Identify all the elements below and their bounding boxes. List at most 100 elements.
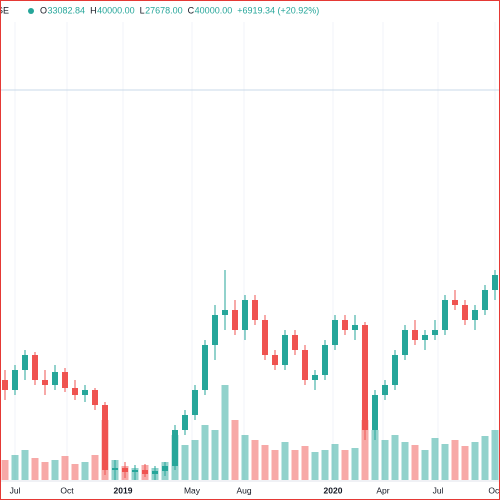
volume-bar — [481, 436, 489, 480]
volume-bar — [241, 435, 249, 480]
candle-body — [92, 390, 98, 405]
candle-body — [112, 468, 118, 470]
candle-body — [432, 330, 438, 335]
x-tick-label: May — [184, 485, 201, 495]
candle-body — [32, 355, 38, 380]
x-tick-label: 2019 — [114, 485, 133, 495]
volume-bar — [21, 450, 29, 480]
candle-body — [192, 390, 198, 415]
candle-body — [442, 300, 448, 330]
volume-bar — [491, 430, 499, 480]
candle-body — [202, 345, 208, 390]
candle-body — [422, 335, 428, 340]
candle-body — [2, 380, 8, 390]
volume-bar — [321, 450, 329, 480]
symbol: SE — [0, 5, 9, 15]
candle-body — [142, 470, 148, 474]
volume-bar — [301, 446, 309, 480]
volume-bar — [331, 444, 339, 480]
candle-body — [232, 310, 238, 330]
volume-bar — [431, 438, 439, 480]
x-tick-label: Oct — [488, 485, 500, 495]
candle-body — [322, 345, 328, 375]
x-tick-label: Jul — [433, 485, 444, 495]
candle-body — [462, 305, 468, 320]
volume-bar — [451, 440, 459, 480]
volume-bar — [381, 440, 389, 480]
ohlc-label: O — [40, 5, 47, 15]
volume-bar — [411, 445, 419, 480]
candle-body — [252, 300, 258, 320]
volume-bar — [61, 456, 69, 480]
ohlc-label: C — [188, 5, 195, 15]
ohlc-label: L — [140, 5, 145, 15]
candle-body — [342, 320, 348, 330]
ohlc-value: 40000.00 — [97, 5, 135, 15]
x-tick-label: Aug — [236, 485, 251, 495]
candle-body — [302, 350, 308, 380]
candle-body — [472, 310, 478, 320]
volume-bar — [471, 442, 479, 480]
candle-body — [122, 468, 128, 472]
volume-bar — [371, 430, 379, 480]
x-axis: Jul Oct 2019 May Aug 2020 Apr Jul Oct — [10, 485, 500, 495]
volume-bar — [91, 455, 99, 480]
candle-body — [382, 385, 388, 395]
volume-bar — [41, 462, 49, 480]
candle-body — [242, 300, 248, 330]
candle-body — [222, 310, 228, 315]
x-tick-label: Jul — [10, 485, 21, 495]
candle-body — [362, 325, 368, 430]
volume-bar — [81, 462, 89, 480]
ohlc-value: 33082.84 — [48, 5, 86, 15]
candle-body — [22, 355, 28, 370]
volume-bar — [461, 446, 469, 480]
candle-body — [482, 290, 488, 310]
candle-body — [102, 405, 108, 470]
volume-bar — [11, 455, 19, 480]
volume-bar — [311, 452, 319, 480]
volume-bar — [71, 464, 79, 480]
candle-body — [162, 466, 168, 471]
volume-bar — [361, 420, 369, 480]
header-bar — [0, 0, 500, 22]
volume-bar — [221, 385, 229, 480]
volume-bar — [1, 460, 9, 480]
candle-body — [172, 430, 178, 466]
x-tick-label: Apr — [376, 485, 389, 495]
ohlc-value: 27678.00 — [145, 5, 183, 15]
volume-bar — [181, 445, 189, 480]
candle-body — [402, 330, 408, 355]
volume-bar — [421, 450, 429, 480]
volume-bar — [341, 450, 349, 480]
volume-bar — [441, 444, 449, 480]
candle-body — [12, 370, 18, 390]
candle-body — [452, 300, 458, 305]
volume-bar — [271, 450, 279, 480]
candle-body — [82, 390, 88, 395]
x-tick-label: Oct — [60, 485, 74, 495]
candle-layer — [2, 270, 498, 480]
volume-bar — [261, 445, 269, 480]
volume-bar — [251, 440, 259, 480]
candle-body — [212, 315, 218, 345]
candle-body — [72, 388, 78, 395]
candle-body — [412, 330, 418, 340]
volume-bar — [391, 435, 399, 480]
candle-body — [52, 372, 58, 385]
volume-bar — [281, 442, 289, 480]
volume-bar — [231, 420, 239, 480]
candle-body — [292, 335, 298, 350]
candle-body — [332, 320, 338, 345]
volume-bar — [351, 448, 359, 480]
candle-body — [372, 395, 378, 430]
volume-bar — [211, 430, 219, 480]
candle-body — [132, 470, 138, 472]
legend-header: SE O 33082.84 H 40000.00 L 27678.00 C 40000.00 +… — [0, 5, 319, 15]
volume-bar — [51, 460, 59, 480]
candle-body — [312, 375, 318, 380]
x-tick-label: 2020 — [324, 485, 343, 495]
